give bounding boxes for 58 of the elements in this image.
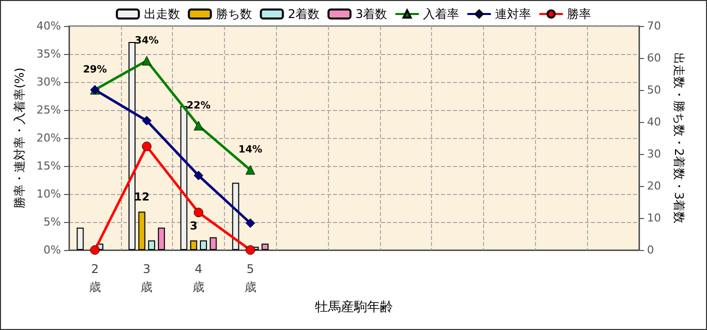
point bbox=[142, 56, 152, 66]
y-tick-label: 20% bbox=[36, 132, 61, 144]
bar bbox=[200, 240, 207, 250]
point bbox=[194, 120, 204, 130]
x-tick-label: 3歳 bbox=[140, 262, 153, 294]
point bbox=[90, 245, 100, 255]
x-tick-label: 5歳 bbox=[244, 262, 256, 294]
data-label: 29% bbox=[82, 64, 107, 76]
y2-tick-label: 20 bbox=[647, 180, 661, 192]
y2-tick-label: 10 bbox=[647, 212, 661, 224]
x-tick-label: 2歳 bbox=[88, 262, 101, 294]
bar bbox=[138, 212, 146, 250]
y-axis-title: 勝率・連対率・入着率(%) bbox=[12, 68, 27, 208]
legend-label: 勝ち数 bbox=[216, 7, 252, 21]
point bbox=[194, 208, 204, 218]
legend-label: 出走数 bbox=[144, 7, 180, 21]
point bbox=[142, 142, 152, 152]
data-label: 34% bbox=[134, 35, 159, 46]
legend-label: 勝率 bbox=[567, 7, 592, 21]
y-tick-label: 10% bbox=[36, 188, 61, 200]
point bbox=[142, 116, 152, 126]
y2-tick-label: 70 bbox=[647, 20, 661, 32]
y-tick-label: 30% bbox=[36, 76, 61, 88]
bar bbox=[210, 237, 217, 250]
legend-label: 入着率 bbox=[423, 7, 460, 21]
bar bbox=[232, 182, 240, 250]
y-tick-label: 25% bbox=[36, 104, 61, 116]
bar bbox=[180, 106, 188, 250]
data-label: 14% bbox=[238, 144, 262, 156]
legend-label: 3着数 bbox=[356, 7, 388, 21]
data-label: 3 bbox=[190, 219, 198, 232]
data-label: 12 bbox=[134, 190, 150, 204]
y2-axis-title: 出走数・勝ち数・2着数・3着数 bbox=[672, 52, 686, 224]
y-tick-label: 5% bbox=[44, 216, 61, 228]
point bbox=[246, 165, 256, 175]
y2-tick-label: 0 bbox=[647, 244, 654, 256]
y-tick-label: 15% bbox=[36, 160, 61, 172]
y2-tick-label: 60 bbox=[647, 52, 661, 64]
y2-tick-label: 50 bbox=[647, 84, 661, 96]
bar bbox=[148, 240, 156, 250]
y-tick-label: 40% bbox=[36, 20, 61, 32]
legend-label: 連対率 bbox=[495, 7, 532, 21]
y-tick-label: 35% bbox=[36, 48, 61, 60]
bar bbox=[190, 240, 198, 250]
y2-tick-label: 30 bbox=[647, 148, 661, 160]
data-label: 22% bbox=[186, 100, 211, 112]
y2-tick-label: 40 bbox=[647, 116, 661, 128]
y-tick-label: 0% bbox=[44, 244, 61, 256]
point bbox=[246, 245, 256, 255]
point bbox=[246, 218, 256, 228]
bar bbox=[76, 228, 84, 250]
point bbox=[194, 170, 204, 180]
bar bbox=[128, 42, 136, 250]
legend-label: 2着数 bbox=[288, 7, 320, 21]
x-tick-label: 4歳 bbox=[192, 262, 205, 294]
bar bbox=[158, 228, 165, 250]
bar bbox=[262, 244, 269, 250]
x-axis-title: 牡馬産駒年齢 bbox=[315, 298, 393, 315]
